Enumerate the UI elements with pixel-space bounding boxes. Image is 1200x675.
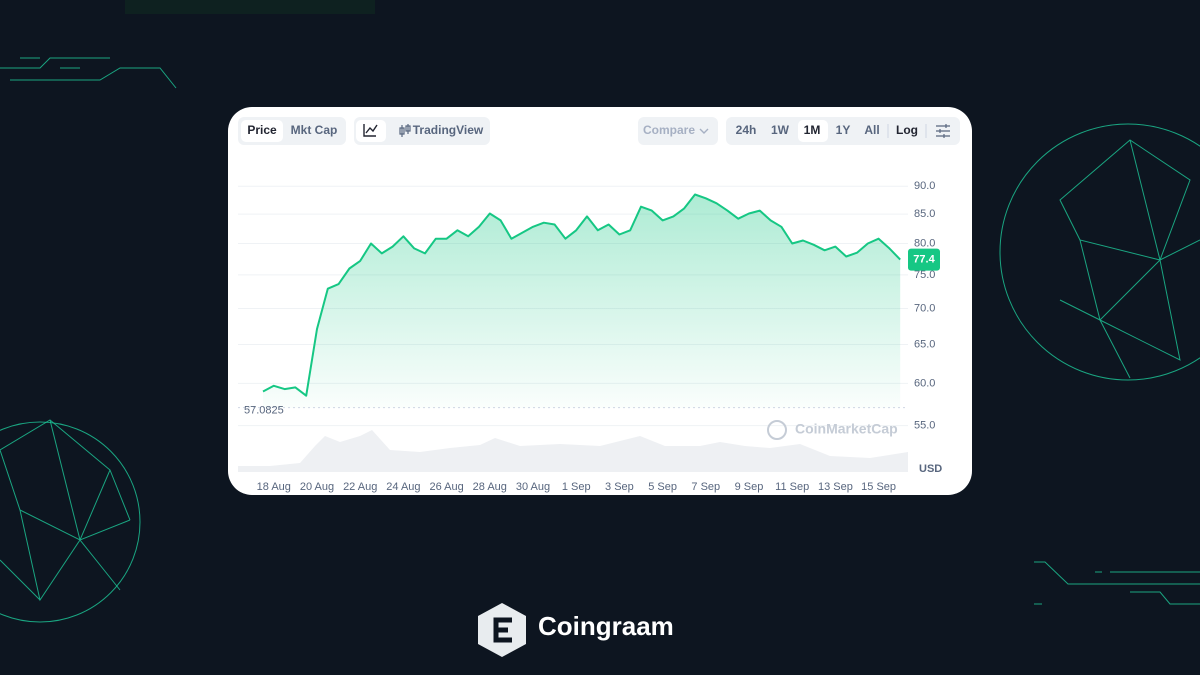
dropdown-icon (699, 128, 709, 134)
tradingview-tab[interactable]: TradingView (413, 123, 484, 137)
tab-selected-bg (241, 120, 283, 142)
brand-name: Coingraam (538, 611, 674, 641)
x-tick-label: 13 Sep (818, 481, 853, 493)
x-tick-label: 7 Sep (691, 481, 720, 493)
x-tick-label: 1 Sep (562, 481, 591, 493)
range-group (726, 117, 960, 145)
toolbar: Price Mkt Cap TradingView Compare Log (238, 117, 960, 145)
x-tick-label: 30 Aug (516, 481, 550, 493)
settings-icon[interactable] (936, 124, 950, 138)
range-button[interactable]: 1M (804, 123, 821, 137)
x-tick-label: 20 Aug (300, 481, 334, 493)
log-toggle[interactable]: Log (896, 123, 918, 137)
last-price-label: 77.4 (913, 254, 935, 266)
view-group (354, 117, 490, 145)
y-tick-label: 80.0 (914, 237, 935, 249)
y-tick-label: 60.0 (914, 377, 935, 389)
line-chart-icon[interactable] (363, 124, 378, 137)
range-button[interactable]: 1Y (836, 123, 851, 137)
compare-bg (638, 117, 718, 145)
candle-icon[interactable] (399, 124, 411, 137)
watermark-logo (767, 420, 787, 440)
y-tick-label: 90.0 (914, 180, 935, 192)
volume-shape (238, 430, 908, 472)
y-tick-label: 65.0 (914, 338, 935, 350)
x-tick-label: 24 Aug (386, 481, 420, 493)
range-button[interactable]: All (864, 123, 879, 137)
y-tick-label: 70.0 (914, 302, 935, 314)
x-tick-label: 15 Sep (861, 481, 896, 493)
decoration (0, 0, 1200, 623)
min-label: 57.0825 (244, 405, 284, 417)
x-tick-label: 18 Aug (257, 481, 291, 493)
range-button[interactable]: 24h (736, 123, 757, 137)
x-tick-label: 5 Sep (648, 481, 677, 493)
x-tick-label: 22 Aug (343, 481, 377, 493)
compare-button[interactable]: Compare (643, 123, 695, 137)
mktcap-tab[interactable]: Mkt Cap (291, 123, 338, 137)
watermark: CoinMarketCap (795, 421, 898, 437)
x-tick-label: 3 Sep (605, 481, 634, 493)
x-tick-label: 11 Sep (775, 481, 809, 493)
y-axis-label: USD (919, 463, 942, 475)
y-tick-label: 75.0 (914, 269, 935, 281)
x-tick-label: 9 Sep (735, 481, 764, 493)
last-price-tag (908, 248, 940, 271)
brand: Coingraam (478, 603, 674, 657)
x-tick-label: 28 Aug (473, 481, 507, 493)
y-tick-label: 85.0 (914, 208, 935, 220)
x-tick-label: 26 Aug (429, 481, 463, 493)
y-tick-label: 55.0 (914, 420, 935, 432)
price-line (262, 193, 901, 397)
range-button[interactable]: 1W (771, 123, 790, 137)
range-selected-bg (798, 120, 828, 142)
price-tab[interactable]: Price (247, 123, 277, 137)
price-area (263, 194, 901, 408)
view-selected-bg (356, 120, 386, 142)
